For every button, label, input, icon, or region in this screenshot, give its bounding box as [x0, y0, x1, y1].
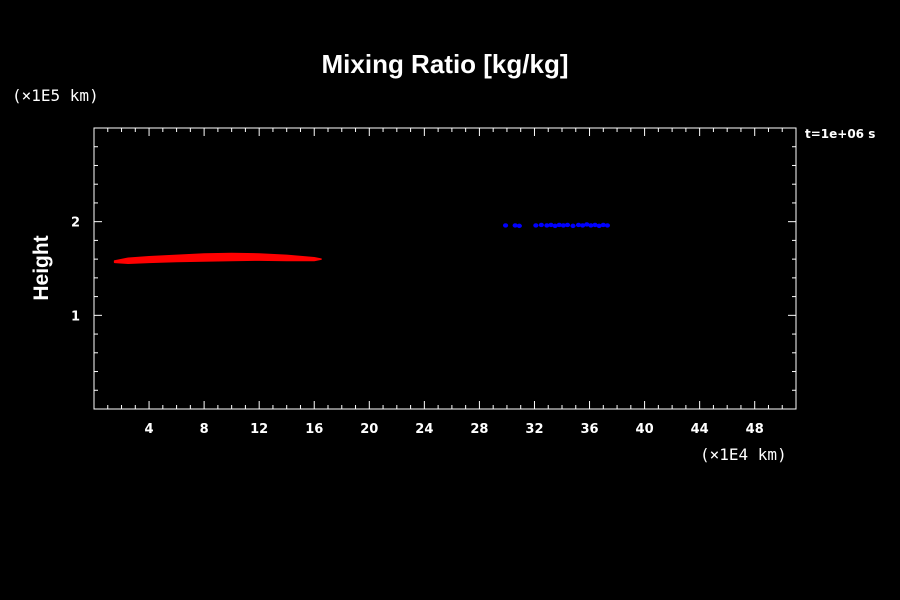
blue-data-point [570, 223, 576, 229]
x-tick-label: 28 [470, 422, 488, 437]
blue-data-point [548, 222, 554, 228]
y-tick-label: 1 [71, 309, 80, 324]
data-marks [113, 222, 611, 265]
blue-data-point [604, 223, 611, 228]
blue-data-point [596, 223, 602, 229]
x-tick-label: 16 [305, 422, 323, 437]
blue-data-point [556, 222, 562, 228]
y-tick-label: 2 [71, 216, 80, 231]
blue-data-point [512, 223, 518, 228]
blue-data-point [580, 223, 586, 228]
time-label: t=1e+06 s [805, 127, 875, 141]
plot-frame [93, 127, 797, 410]
blue-data-point [516, 223, 522, 229]
chart-title: Mixing Ratio [kg/kg] [322, 49, 569, 79]
x-tick-label: 4 [145, 422, 154, 437]
x-tick-label: 12 [250, 422, 268, 437]
axis-ticks [94, 128, 796, 409]
x-tick-label: 48 [746, 422, 764, 437]
x-tick-label: 36 [580, 422, 598, 437]
y-unit-label: (×1E5 km) [12, 86, 99, 105]
blue-data-point [544, 223, 550, 228]
red-plume-region [113, 252, 322, 265]
blue-data-point [560, 223, 566, 228]
x-unit-label: (×1E4 km) [700, 445, 787, 464]
blue-data-point [588, 223, 594, 228]
blue-data-point [575, 222, 582, 228]
blue-data-point [552, 223, 558, 229]
blue-data-point [533, 223, 539, 228]
blue-data-point [592, 222, 598, 228]
blue-data-point [564, 222, 571, 228]
x-tick-label: 24 [415, 422, 433, 437]
x-tick-label: 8 [200, 422, 209, 437]
blue-data-point [502, 223, 509, 228]
y-axis-label: Height [30, 235, 53, 300]
blue-data-point [538, 222, 544, 228]
x-tick-label: 32 [525, 422, 543, 437]
x-tick-label: 20 [360, 422, 378, 437]
blue-data-point [584, 222, 590, 227]
x-tick-label: 44 [691, 422, 709, 437]
x-tick-label: 40 [636, 422, 654, 437]
blue-data-point [600, 222, 606, 228]
